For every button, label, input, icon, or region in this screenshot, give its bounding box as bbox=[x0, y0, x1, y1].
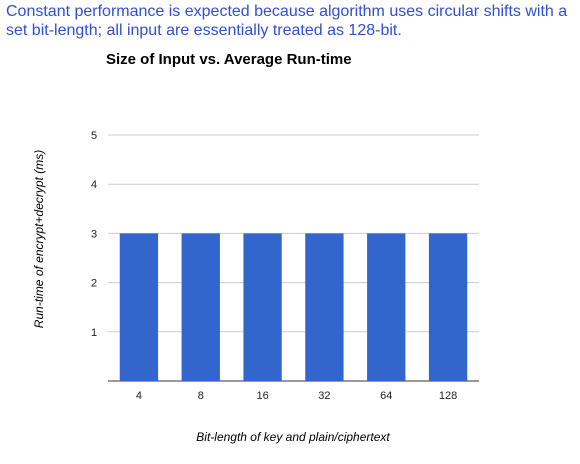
x-tick-label: 4 bbox=[136, 390, 142, 402]
bar-4 bbox=[119, 233, 159, 381]
y-tick-label: 1 bbox=[91, 327, 97, 339]
bar-32 bbox=[305, 233, 344, 381]
y-tick-label: 4 bbox=[91, 179, 97, 191]
y-tick-label: 5 bbox=[91, 130, 97, 142]
x-tick-label: 64 bbox=[380, 390, 392, 402]
x-tick-label: 8 bbox=[198, 390, 204, 402]
bar-128 bbox=[428, 233, 468, 381]
x-tick-label: 16 bbox=[256, 390, 268, 402]
y-tick-label: 3 bbox=[91, 228, 97, 240]
x-axis-label: Bit-length of key and plain/ciphertext bbox=[196, 430, 390, 444]
x-tick-label: 32 bbox=[318, 390, 330, 402]
y-tick-label: 2 bbox=[91, 278, 97, 290]
chart-title: Size of Input vs. Average Run-time bbox=[106, 51, 352, 68]
bar-64 bbox=[367, 233, 406, 381]
caption-text: Constant performance is expected because… bbox=[6, 3, 568, 39]
bar-16 bbox=[243, 233, 282, 381]
x-tick-label: 128 bbox=[439, 390, 457, 402]
bar-8 bbox=[181, 233, 220, 381]
